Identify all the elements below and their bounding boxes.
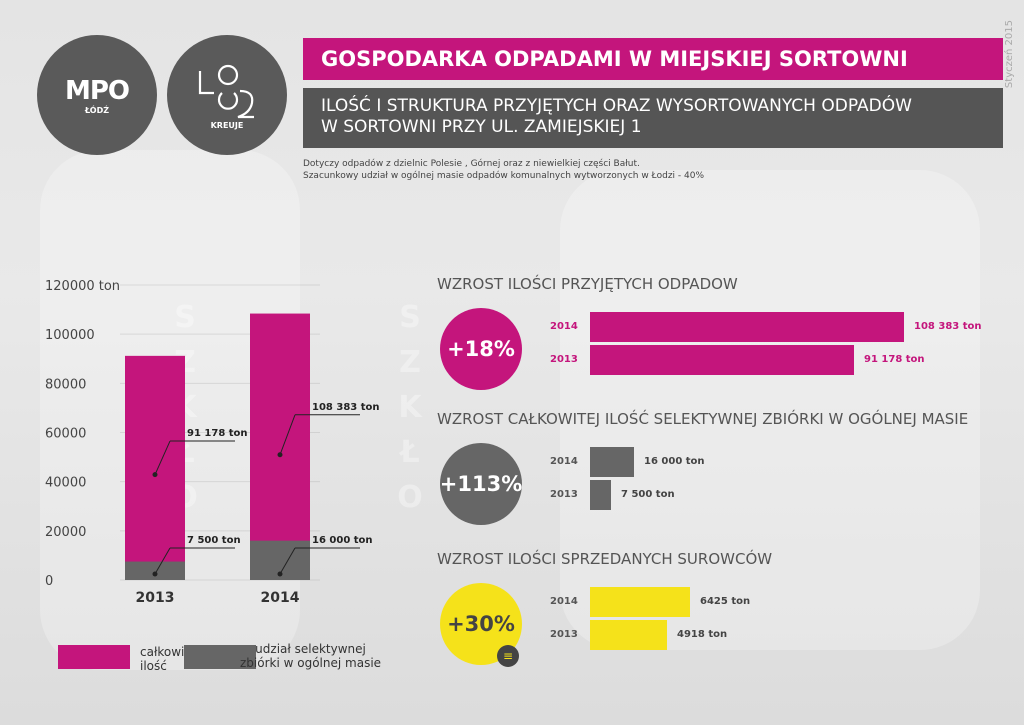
legend-label-selective: udział selektywnej zbiórki w ogólnej mas… [240, 642, 381, 670]
mpo-logo-sub: ŁÓDŹ [84, 105, 110, 115]
bar-total-2013 [125, 355, 185, 580]
mpo-logo: MPO ŁÓDŹ [37, 35, 157, 155]
hbar-value-2013: 91 178 ton [864, 354, 925, 365]
section-title-2: WZROST ILOŚCI SPRZEDANYCH SUROWCÓW [437, 550, 773, 568]
hbar-value-2014: 108 383 ton [914, 321, 982, 332]
y-tick-label: 60000 [45, 427, 86, 442]
legend-total-line1: całkowita [140, 645, 197, 659]
background-container-right [560, 170, 980, 650]
page-title: GOSPODARKA ODPADAMI W MIEJSKIEJ SORTOWNI [303, 38, 1003, 80]
subtitle-line-2: W SORTOWNI PRZY UL. ZAMIEJSKIEJ 1 [321, 117, 642, 137]
selective-value-label-2013: 7 500 ton [187, 535, 241, 546]
hbar-2014 [590, 312, 904, 342]
hbar-2013 [590, 620, 667, 650]
callout-line [154, 440, 171, 475]
selective-value-label-2014: 16 000 ton [312, 535, 373, 546]
y-tick-label: 100000 [45, 328, 95, 343]
legend-swatch-total [58, 645, 130, 669]
note: Dotyczy odpadów z dzielnic Polesie , Gór… [303, 158, 704, 182]
year-label-2014: 2014 [550, 596, 578, 607]
coins-icon: ≡ [497, 645, 519, 667]
hbar-2013 [590, 480, 611, 510]
year-label-2014: 2014 [550, 456, 578, 467]
legend-selective-line2: zbiórki w ogólnej masie [240, 656, 382, 670]
year-label-2013: 2013 [550, 629, 578, 640]
callout-line [154, 547, 171, 575]
subtitle-line-1: ILOŚĆ I STRUKTURA PRZYJĘTYCH ORAZ WYSORT… [321, 96, 912, 116]
bar-selective-2013 [125, 561, 185, 580]
y-tick-label: 40000 [45, 476, 86, 491]
callout-dot [152, 472, 158, 478]
stacked-bar-chart: 120000 ton 100000 80000 60000 40000 20000 0 201… [45, 279, 379, 606]
year-label-2014: 2014 [550, 321, 578, 332]
total-value-label-2013: 91 178 ton [187, 428, 248, 439]
lodz-logo-sub: KREUJE [210, 120, 244, 130]
legend-total-line2: ilość [140, 659, 167, 673]
note-line-1: Dotyczy odpadów z dzielnic Polesie , Gór… [303, 159, 640, 169]
lodz-kreuje-logo: KREUJE [167, 35, 287, 155]
hbar-2014 [590, 587, 690, 617]
hbar-value-2013: 4918 ton [677, 629, 728, 640]
total-value-label-2014: 108 383 ton [312, 402, 379, 413]
legend-label-total: całkowita ilość [140, 645, 196, 673]
lodz-symbol-icon [198, 64, 254, 118]
y-tick-label: 120000 ton [45, 279, 120, 294]
growth-badge-1: +113% [440, 443, 522, 525]
legend-selective-line1: udział selektywnej [255, 642, 366, 656]
hbar-value-2014: 16 000 ton [644, 456, 705, 467]
section-title-0: WZROST ILOŚCI PRZYJĘTYCH ODPADOW [437, 275, 738, 293]
hbar-value-2013: 7 500 ton [621, 489, 675, 500]
hbar-value-2014: 6425 ton [700, 596, 751, 607]
mpo-logo-text: MPO [64, 75, 130, 106]
side-date: Styczeń 2015 [1004, 20, 1015, 89]
y-tick-label: 20000 [45, 525, 86, 540]
legend-swatch-selective [184, 645, 256, 669]
y-tick-label: 80000 [45, 377, 86, 392]
growth-badge-2: +30% [440, 583, 522, 665]
y-tick-label: 0 [45, 574, 53, 589]
hbar-2013 [590, 345, 854, 375]
x-tick-label-2013: 2013 [136, 590, 175, 606]
section-title-1: WZROST CAŁKOWITEJ ILOŚĆ SELEKTYWNEJ ZBIÓ… [437, 410, 969, 428]
growth-badge-0: +18% [440, 308, 522, 390]
callout-line [279, 547, 296, 575]
hbar-2014 [590, 447, 634, 477]
page-subtitle: ILOŚĆ I STRUKTURA PRZYJĘTYCH ORAZ WYSORT… [303, 88, 1003, 148]
year-label-2013: 2013 [550, 354, 578, 365]
year-label-2013: 2013 [550, 489, 578, 500]
note-line-2: Szacunkowy udział w ogólnej masie odpadó… [303, 171, 705, 181]
bar-total-2014 [250, 313, 310, 580]
x-tick-label-2014: 2014 [261, 590, 300, 606]
callout-line [279, 414, 296, 455]
